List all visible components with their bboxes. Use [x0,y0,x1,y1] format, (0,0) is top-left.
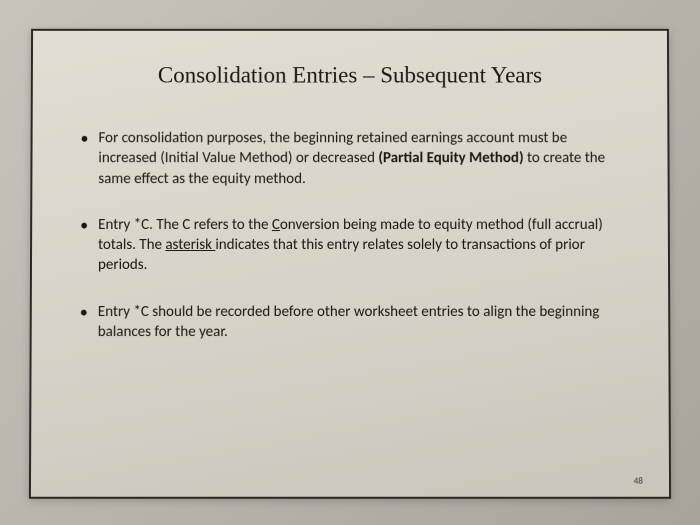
slide-title: Consolidation Entries – Subsequent Years [75,62,626,88]
text-segment: C [272,215,280,233]
list-item: Entry *C. The C refers to the Conversion… [78,214,626,275]
list-item: For consolidation purposes, the beginnin… [78,128,625,189]
list-item: Entry *C should be recorded before other… [78,301,627,342]
slide-page: Consolidation Entries – Subsequent Years… [29,28,671,498]
bullet-list: For consolidation purposes, the beginnin… [74,128,627,342]
page-number: 48 [634,475,643,486]
text-segment: asterisk [165,236,215,254]
text-segment: Entry *C should be recorded before other… [98,302,600,340]
text-segment: (Partial Equity Method) [378,149,523,167]
text-segment: Entry *C. The C refers to the [98,215,272,233]
